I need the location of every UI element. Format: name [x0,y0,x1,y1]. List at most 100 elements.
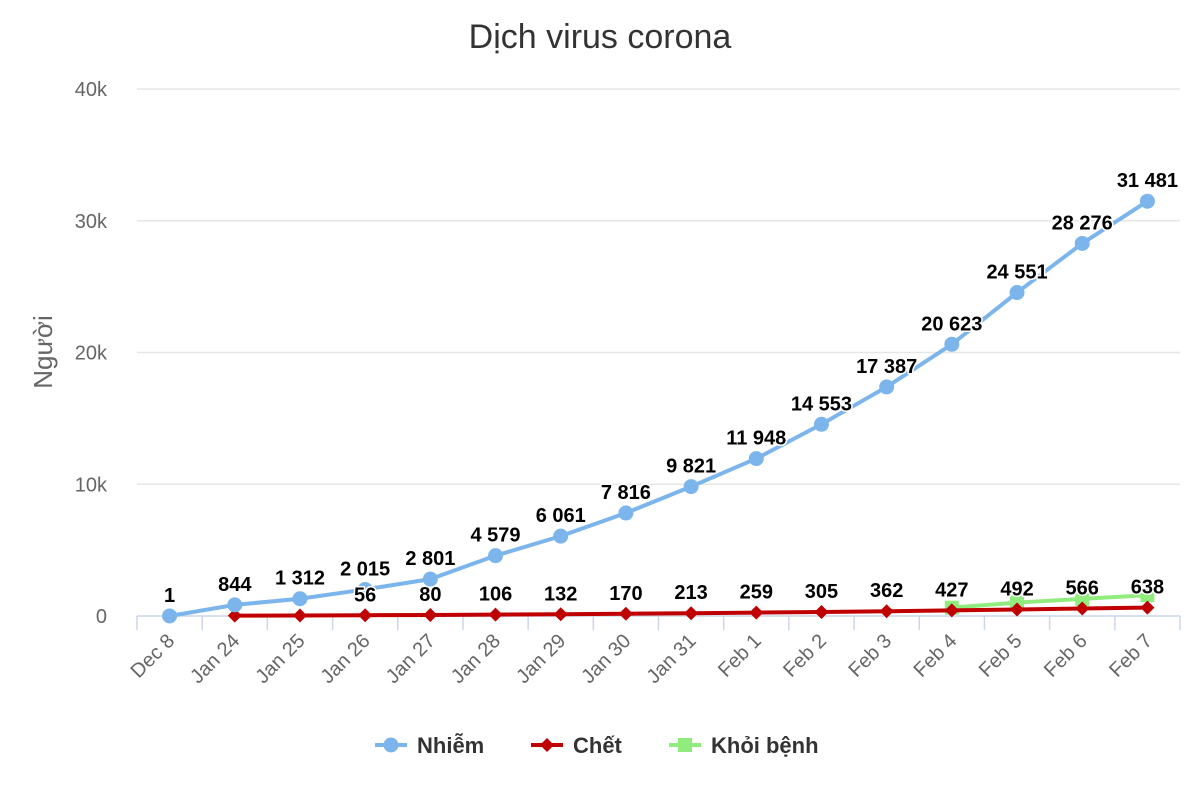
data-point [423,607,438,622]
data-point [162,608,178,624]
data-point [944,603,959,618]
data-point [292,608,307,623]
data-label: 7 816 [601,482,651,504]
data-label: 6 061 [536,505,586,527]
data-point [879,604,894,619]
legend-label: Chết [573,733,623,758]
x-tick-label: Jan 29 [512,630,570,688]
data-label: 2 015 [340,558,390,580]
data-label: 1 312 [275,568,325,590]
data-point [618,505,634,521]
data-label: 213 [674,582,707,604]
y-axis-label: Người [28,315,58,388]
legend-marker [678,738,692,752]
data-point [944,336,960,352]
x-tick-label: Dec 8 [127,630,180,683]
x-tick-label: Jan 24 [186,630,244,688]
data-label: 106 [479,584,512,606]
x-tick-label: Feb 4 [910,630,962,682]
data-label: 170 [609,583,642,605]
data-label: 259 [740,582,773,604]
legend-label: Khỏi bệnh [711,733,819,758]
data-label: 132 [544,583,577,605]
data-point [618,606,633,621]
x-tick-label: Jan 27 [382,630,440,688]
legend-item-3[interactable]: Khỏi bệnh [669,733,819,758]
data-point [1139,193,1155,209]
data-label: 17 387 [856,356,917,378]
x-tick-label: Feb 7 [1105,630,1157,682]
series-line [949,593,1150,610]
series-1 [162,193,1155,624]
x-tick-label: Feb 1 [714,630,766,682]
data-label: 56 [354,584,376,606]
data-label: 492 [1000,579,1033,601]
data-labels: 1 844 1 312 2 015 2 801 4 579 6 061 7 816 9 821 1… [163,169,1180,609]
legend: Nhiễm Chết Khỏi bệnh [375,733,819,758]
series-layer [162,193,1155,624]
data-point [1075,601,1090,616]
data-point [553,607,568,622]
data-point [1009,285,1025,301]
legend-item-2[interactable]: Chết [531,733,623,758]
x-tick-label: Feb 3 [844,630,896,682]
data-point [227,608,242,623]
x-tick-label: Feb 2 [779,630,831,682]
legend-item-1[interactable]: Nhiễm [375,733,484,758]
data-label: 1 [164,585,175,607]
data-point [488,607,503,622]
data-label: 28 276 [1052,212,1113,234]
data-point [553,528,569,544]
y-tick-label: 30k [75,211,108,233]
data-label: 427 [935,579,968,601]
data-point [422,571,438,587]
y-axis-ticks: 0 10k 20k 30k 40k [75,79,108,628]
data-label: 24 551 [986,262,1047,284]
x-tick-label: Jan 31 [643,630,701,688]
y-tick-label: 40k [75,79,108,101]
legend-marker [383,737,399,753]
series-line [167,199,1150,618]
data-point [684,606,699,621]
chart-title: Dịch virus corona [469,18,732,56]
data-label: 4 579 [471,525,521,547]
data-label: 14 553 [791,393,852,415]
gridlines [137,88,1180,485]
data-point [748,451,764,467]
data-point [488,548,504,564]
data-label: 566 [1066,578,1099,600]
legend-marker [540,738,554,752]
x-tick-label: Jan 26 [317,630,375,688]
data-point [683,479,699,495]
data-label: 2 801 [405,548,455,570]
y-tick-label: 10k [75,474,108,496]
data-point [292,591,308,607]
data-point [749,605,764,620]
y-tick-label: 0 [96,606,107,628]
data-point [1140,588,1155,603]
data-point [358,608,373,623]
data-label: 31 481 [1117,170,1178,192]
data-label: 20 623 [921,313,982,335]
data-label: 80 [419,584,441,606]
x-tick-label: Feb 6 [1040,630,1092,682]
x-tick-label: Feb 5 [975,630,1027,682]
data-point [813,416,829,432]
data-point [814,604,829,619]
x-tick-label: Jan 30 [577,630,635,688]
data-point [1140,600,1155,615]
data-point [1074,235,1090,251]
x-axis: Dec 8 Jan 24 Jan 25 Jan 26 Jan 27 Jan 28 Jan 2… [127,615,1181,688]
x-tick-label: Jan 25 [251,630,309,688]
data-label: 844 [218,574,252,596]
legend-label: Nhiễm [417,733,484,758]
data-label: 9 821 [666,456,716,478]
data-label: 638 [1131,577,1164,599]
data-label: 305 [805,581,838,603]
data-point [357,581,373,597]
series-2 [227,600,1155,623]
data-point [227,597,243,613]
data-label: 362 [870,580,903,602]
